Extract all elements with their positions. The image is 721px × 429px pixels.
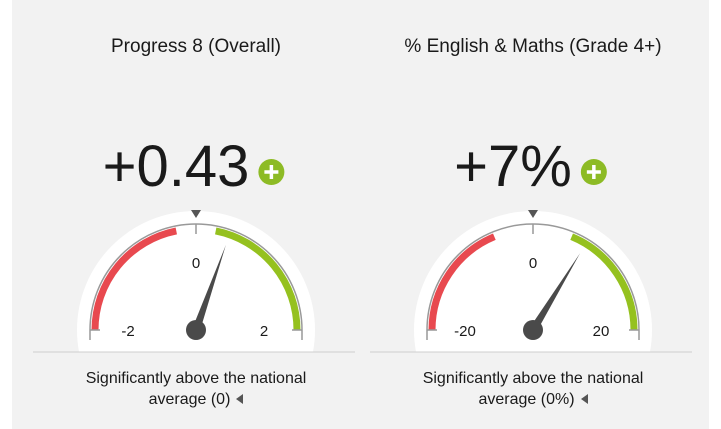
info-arrow <box>236 394 244 404</box>
value-label: +7% <box>454 134 572 199</box>
plus-sign <box>586 165 601 179</box>
band <box>215 227 301 331</box>
panel <box>12 0 709 429</box>
scale-ends <box>426 330 640 340</box>
tick-label: 0 <box>529 255 537 272</box>
needle <box>529 253 581 333</box>
gauge-title: Progress 8 (Overall) <box>111 36 281 57</box>
needle-hub <box>523 320 543 340</box>
band <box>428 233 496 331</box>
caption-text: Significantly above the national average… <box>422 370 644 408</box>
tick-label: 20 <box>593 323 610 340</box>
plus-sign <box>264 165 279 179</box>
tick-label: -20 <box>454 323 476 340</box>
band <box>570 233 638 331</box>
tick-label: 0 <box>192 255 200 272</box>
gauge-title: % English & Maths (Grade 4+) <box>404 36 661 57</box>
tick-label: -2 <box>121 323 134 340</box>
tick-label: 2 <box>260 323 268 340</box>
center-marker <box>528 210 538 218</box>
needle <box>192 245 226 332</box>
caption: Significantly above the national average… <box>56 368 336 410</box>
band <box>91 227 177 331</box>
info-arrow <box>580 394 588 404</box>
value-label: +0.43 <box>103 134 250 199</box>
scale-ends <box>89 330 303 340</box>
center-marker <box>191 210 201 218</box>
needle-hub <box>186 320 206 340</box>
caption: Significantly above the national average… <box>393 368 673 410</box>
caption-text: Significantly above the national average… <box>85 370 307 408</box>
